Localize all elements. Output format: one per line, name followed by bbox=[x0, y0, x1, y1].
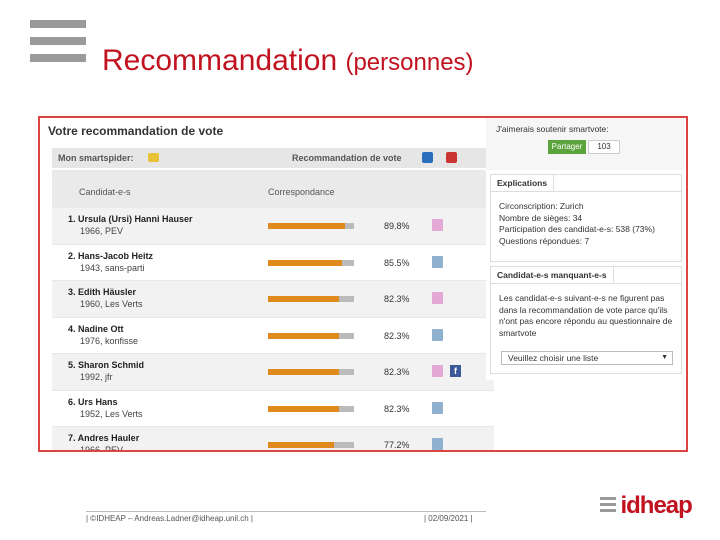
list-select-value: Veuillez choisir une liste bbox=[508, 353, 599, 363]
explications-panel: Explications Circonscription: Zurich Nom… bbox=[490, 174, 682, 262]
explications-line: Circonscription: Zurich bbox=[499, 201, 584, 211]
table-row[interactable]: 5. Sharon Schmid 1992, jfr 82.3% f bbox=[52, 354, 494, 391]
pdf-icon[interactable] bbox=[446, 152, 457, 163]
match-bar-fill bbox=[268, 442, 335, 448]
female-icon bbox=[432, 219, 443, 231]
explications-line: Questions répondues: 7 bbox=[499, 235, 590, 246]
match-percent: 82.3% bbox=[384, 294, 410, 304]
match-bar bbox=[268, 259, 354, 266]
logo-word: idheap bbox=[620, 492, 692, 519]
female-icon bbox=[432, 292, 443, 304]
candidate-name[interactable]: 2. Hans-Jacob Heitz bbox=[68, 250, 154, 261]
candidate-table: Candidat-e-s Correspondance 1. Ursula (U… bbox=[52, 170, 494, 452]
match-bar-fill bbox=[268, 259, 342, 266]
match-percent: 89.8% bbox=[384, 221, 410, 231]
match-percent: 82.3% bbox=[384, 403, 410, 414]
match-bar bbox=[268, 332, 354, 339]
screenshot-frame: Votre recommandation de vote Mon smartsp… bbox=[38, 116, 688, 452]
female-icon bbox=[432, 365, 443, 377]
slide-logo-bars bbox=[30, 20, 86, 71]
table-body: 1. Ursula (Ursi) Hanni Hauser 1966, PEV 89… bbox=[52, 208, 494, 452]
slide-title: Recommandation (personnes) bbox=[102, 44, 474, 78]
match-bar-fill bbox=[268, 405, 339, 412]
smartspider-icon[interactable] bbox=[148, 153, 159, 162]
vote-recommendation-panel: Votre recommandation de vote Mon smartsp… bbox=[48, 122, 498, 450]
match-percent: 77.2% bbox=[384, 440, 410, 450]
print-icon[interactable] bbox=[422, 152, 433, 163]
table-row[interactable]: 3. Edith Häusler 1960, Les Verts 82.3% bbox=[52, 281, 494, 318]
table-row[interactable]: 2. Hans-Jacob Heitz 1943, sans-parti 85.5% bbox=[52, 245, 494, 281]
share-count: 103 bbox=[588, 140, 620, 154]
match-bar bbox=[268, 405, 354, 412]
male-icon bbox=[432, 255, 443, 268]
match-bar bbox=[268, 369, 354, 375]
explications-line: Participation des candidat-e-s: 538 (73%… bbox=[499, 224, 655, 234]
candidate-name[interactable]: 7. Andres Hauler bbox=[68, 433, 140, 443]
match-bar-fill bbox=[268, 296, 339, 302]
match-bar-fill bbox=[268, 223, 346, 229]
candidate-meta: 1960, Les Verts bbox=[80, 299, 143, 309]
match-bar-fill bbox=[268, 369, 339, 375]
recommendation-label: Recommandation de vote bbox=[292, 153, 402, 163]
explications-line: Nombre de sièges: 34 bbox=[499, 212, 583, 223]
match-percent: 82.3% bbox=[384, 330, 410, 341]
candidate-meta: 1966, PEV bbox=[80, 445, 124, 452]
footer-date: | 02/09/2021 | bbox=[424, 514, 473, 523]
match-bar bbox=[268, 442, 354, 448]
match-percent: 82.3% bbox=[384, 367, 410, 377]
footer-credit: | ©IDHEAP – Andreas.Ladner@idheap.unil.c… bbox=[86, 514, 254, 523]
male-icon bbox=[432, 401, 443, 414]
column-header-match[interactable]: Correspondance bbox=[268, 187, 335, 197]
support-box: J'aimerais soutenir smartvote: Partager … bbox=[486, 118, 684, 170]
table-row[interactable]: 6. Urs Hans 1952, Les Verts 82.3% bbox=[52, 391, 494, 427]
candidate-name[interactable]: 1. Ursula (Ursi) Hanni Hauser bbox=[68, 214, 193, 224]
candidate-meta: 1976, konfisse bbox=[80, 335, 139, 346]
tab-explications[interactable]: Explications bbox=[491, 175, 555, 191]
column-header-candidates[interactable]: Candidat-e-s bbox=[79, 187, 131, 197]
facebook-icon[interactable]: f bbox=[450, 365, 461, 377]
match-bar bbox=[268, 296, 354, 302]
logo-lines-icon bbox=[600, 497, 616, 515]
explications-body: Circonscription: Zurich Nombre de sièges… bbox=[499, 201, 677, 247]
candidate-meta: 1943, sans-parti bbox=[80, 262, 145, 273]
male-icon bbox=[432, 438, 443, 450]
candidate-name[interactable]: 6. Urs Hans bbox=[68, 396, 118, 407]
idheap-logo: idheap bbox=[600, 492, 693, 520]
table-header: Candidat-e-s Correspondance bbox=[52, 170, 494, 208]
slide-title-main: Recommandation bbox=[102, 44, 338, 77]
sidebar: J'aimerais soutenir smartvote: Partager … bbox=[486, 118, 684, 380]
candidate-meta: 1992, jfr bbox=[80, 372, 113, 382]
share-button[interactable]: Partager bbox=[548, 140, 586, 154]
table-row[interactable]: 4. Nadine Ott 1976, konfisse 82.3% bbox=[52, 318, 494, 354]
match-percent: 85.5% bbox=[384, 257, 410, 268]
candidate-name[interactable]: 3. Edith Häusler bbox=[68, 287, 137, 297]
candidate-name[interactable]: 4. Nadine Ott bbox=[68, 323, 124, 334]
match-bar bbox=[268, 223, 354, 229]
footer-divider bbox=[86, 511, 486, 512]
table-row[interactable]: 7. Andres Hauler 1966, PEV 77.2% bbox=[52, 427, 494, 452]
slide-title-sub: (personnes) bbox=[345, 49, 474, 76]
candidate-meta: 1952, Les Verts bbox=[80, 408, 143, 419]
missing-candidates-text: Les candidat-e-s suivant-e-s ne figurent… bbox=[499, 293, 673, 338]
support-label: J'aimerais soutenir smartvote: bbox=[496, 124, 609, 134]
list-select[interactable]: Veuillez choisir une liste ▼ bbox=[501, 351, 673, 365]
vote-recommendation-title: Votre recommandation de vote bbox=[48, 124, 224, 138]
match-bar-fill bbox=[268, 332, 339, 339]
missing-candidates-panel: Candidat-e-s manquant-e-s Les candidat-e… bbox=[490, 266, 682, 374]
candidate-meta: 1966, PEV bbox=[80, 226, 124, 236]
tab-missing-candidates[interactable]: Candidat-e-s manquant-e-s bbox=[491, 267, 614, 283]
smartspider-bar: Mon smartspider: Recommandation de vote bbox=[52, 148, 494, 168]
male-icon bbox=[432, 328, 443, 341]
table-row[interactable]: 1. Ursula (Ursi) Hanni Hauser 1966, PEV 89… bbox=[52, 208, 494, 245]
smartspider-label: Mon smartspider: bbox=[58, 153, 134, 163]
chevron-down-icon: ▼ bbox=[661, 354, 668, 361]
candidate-name[interactable]: 5. Sharon Schmid bbox=[68, 360, 145, 370]
